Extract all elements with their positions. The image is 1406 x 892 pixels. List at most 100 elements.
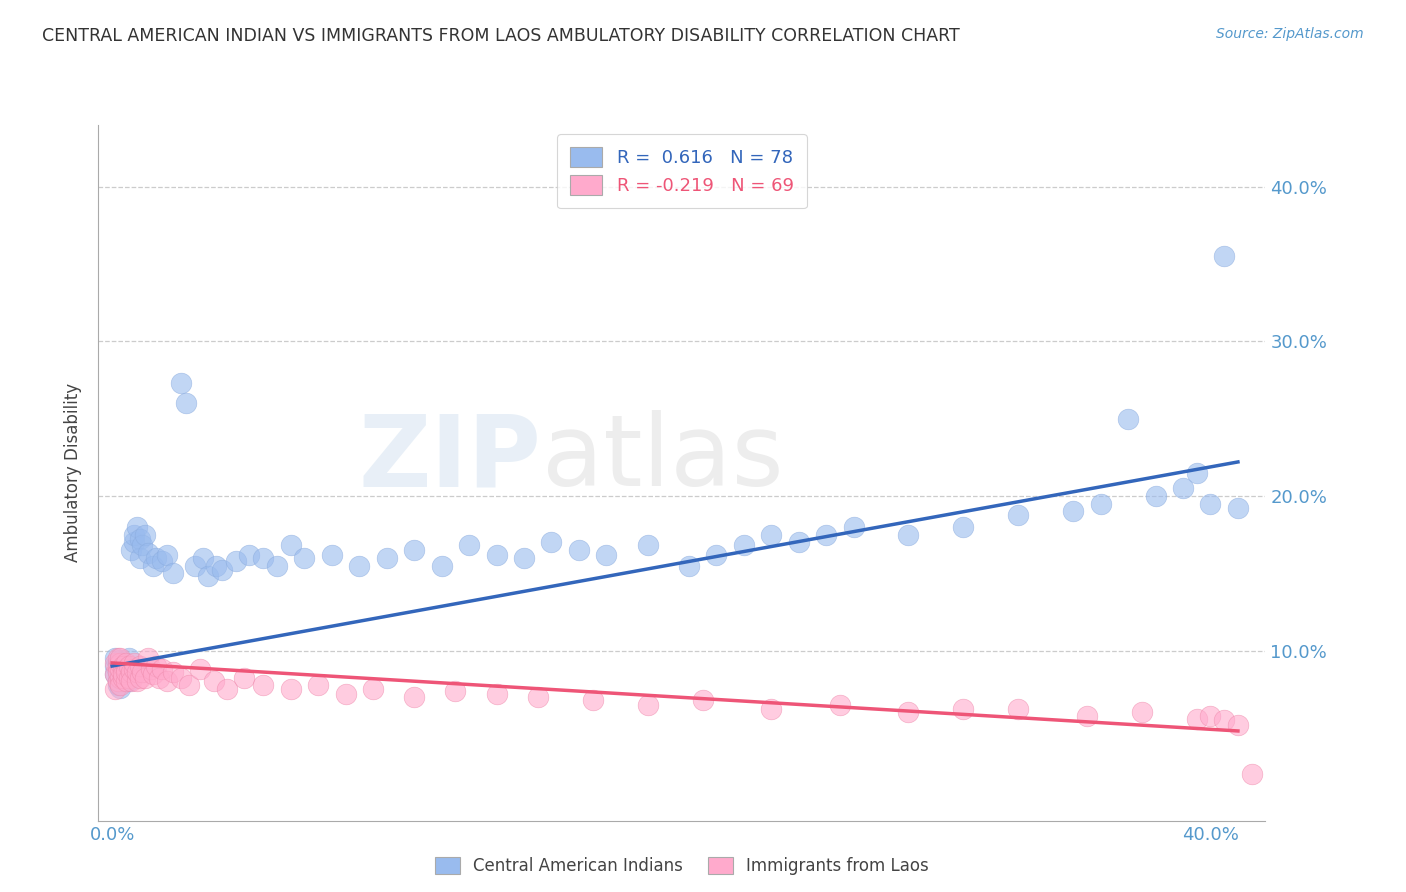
Point [115, 674, 138, 689]
Point [110, 662, 132, 676]
Point [110, 672, 132, 686]
Point [110, 656, 132, 670]
Point [1226, 718, 1249, 732]
Y-axis label: Ambulatory Disability: Ambulatory Disability [65, 384, 83, 562]
Point [349, 558, 371, 573]
Point [582, 693, 605, 707]
Point [183, 558, 205, 573]
Point [897, 527, 920, 541]
Text: atlas: atlas [541, 410, 783, 508]
Point [637, 538, 659, 552]
Point [458, 538, 481, 552]
Point [115, 674, 138, 689]
Point [117, 651, 139, 665]
Point [375, 550, 398, 565]
Point [307, 677, 329, 691]
Point [692, 693, 714, 707]
Point [128, 533, 150, 547]
Point [1171, 481, 1194, 495]
Point [252, 550, 274, 565]
Point [202, 674, 225, 689]
Point [828, 698, 851, 712]
Point [117, 659, 139, 673]
Point [335, 687, 357, 701]
Point [1199, 708, 1222, 723]
Point [188, 662, 211, 676]
Point [156, 548, 179, 562]
Point [139, 662, 162, 676]
Point [485, 687, 508, 701]
Point [122, 527, 145, 541]
Point [568, 543, 591, 558]
Point [321, 548, 343, 562]
Point [704, 548, 727, 562]
Point [1007, 702, 1029, 716]
Point [485, 548, 508, 562]
Point [104, 651, 127, 665]
Point [1130, 706, 1153, 720]
Point [842, 520, 865, 534]
Point [112, 666, 135, 681]
Point [110, 651, 132, 665]
Point [156, 674, 179, 689]
Point [112, 656, 135, 670]
Point [787, 535, 810, 549]
Point [131, 665, 153, 680]
Point [104, 656, 127, 670]
Point [678, 558, 700, 573]
Point [952, 520, 974, 534]
Point [125, 665, 148, 680]
Point [150, 662, 173, 676]
Point [191, 550, 214, 565]
Point [733, 538, 755, 552]
Point [1185, 466, 1208, 480]
Point [1185, 712, 1208, 726]
Point [1090, 497, 1112, 511]
Point [110, 653, 132, 667]
Point [104, 666, 127, 681]
Point [759, 527, 782, 541]
Point [128, 550, 150, 565]
Point [120, 665, 142, 680]
Point [107, 665, 129, 680]
Point [1076, 708, 1098, 723]
Point [162, 566, 184, 581]
Point [110, 672, 132, 686]
Point [217, 682, 239, 697]
Point [131, 538, 153, 552]
Point [595, 548, 617, 562]
Point [1199, 497, 1222, 511]
Point [540, 535, 562, 549]
Point [170, 672, 193, 686]
Point [444, 683, 467, 698]
Point [1213, 713, 1236, 727]
Point [280, 682, 302, 697]
Point [1213, 249, 1236, 263]
Point [125, 674, 148, 689]
Point [122, 656, 145, 670]
Point [233, 672, 256, 686]
Point [104, 659, 127, 673]
Point [107, 677, 129, 691]
Point [897, 706, 920, 720]
Point [120, 662, 142, 676]
Point [107, 665, 129, 680]
Point [136, 546, 159, 560]
Point [112, 672, 135, 686]
Point [112, 670, 135, 684]
Point [1007, 508, 1029, 522]
Point [1062, 504, 1084, 518]
Point [513, 550, 536, 565]
Point [637, 698, 659, 712]
Point [122, 535, 145, 549]
Point [815, 527, 838, 541]
Point [110, 681, 132, 695]
Point [1240, 767, 1263, 781]
Point [107, 651, 129, 665]
Point [1116, 411, 1139, 425]
Point [280, 538, 302, 552]
Point [205, 558, 228, 573]
Point [107, 674, 129, 689]
Point [117, 672, 139, 686]
Point [115, 666, 138, 681]
